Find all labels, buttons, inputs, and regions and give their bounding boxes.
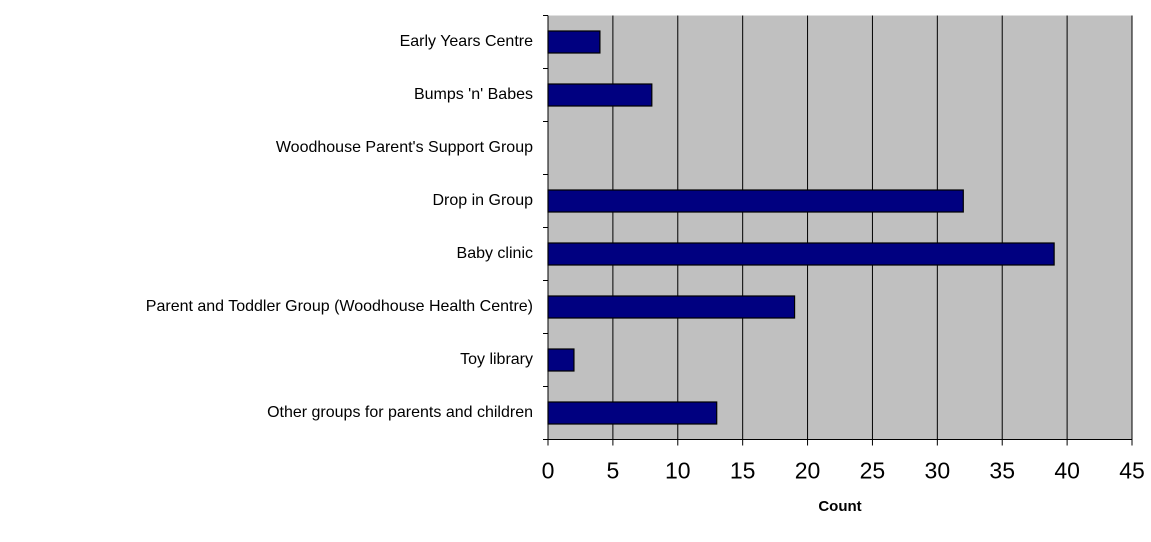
x-tick-label: 40 — [1054, 458, 1080, 484]
y-tick-label: Baby clinic — [457, 245, 533, 262]
bar — [547, 295, 796, 319]
x-tick-label: 15 — [730, 458, 756, 484]
bar — [547, 401, 718, 425]
bar — [547, 30, 601, 54]
y-tick-label: Woodhouse Parent's Support Group — [276, 139, 533, 156]
x-axis-title: Count — [818, 498, 861, 515]
x-tick-label: 25 — [860, 458, 886, 484]
plot-area — [548, 15, 1132, 440]
bar — [547, 348, 575, 372]
y-tick-label: Toy library — [460, 351, 533, 368]
y-tick-label: Early Years Centre — [400, 33, 534, 50]
y-tick-label: Parent and Toddler Group (Woodhouse Heal… — [146, 298, 533, 315]
bar — [547, 189, 964, 213]
x-tick-label: 5 — [606, 458, 619, 484]
y-tick-label: Bumps 'n' Babes — [414, 86, 533, 103]
x-tick-label: 35 — [989, 458, 1015, 484]
y-tick-label: Other groups for parents and children — [267, 404, 533, 421]
x-tick-label: 10 — [665, 458, 691, 484]
bar — [547, 83, 653, 107]
x-tick-label: 30 — [925, 458, 951, 484]
x-tick-label: 20 — [795, 458, 821, 484]
bar — [547, 242, 1055, 266]
x-tick-label: 45 — [1119, 458, 1145, 484]
x-tick-label: 0 — [542, 458, 555, 484]
y-tick-label: Drop in Group — [433, 192, 534, 209]
